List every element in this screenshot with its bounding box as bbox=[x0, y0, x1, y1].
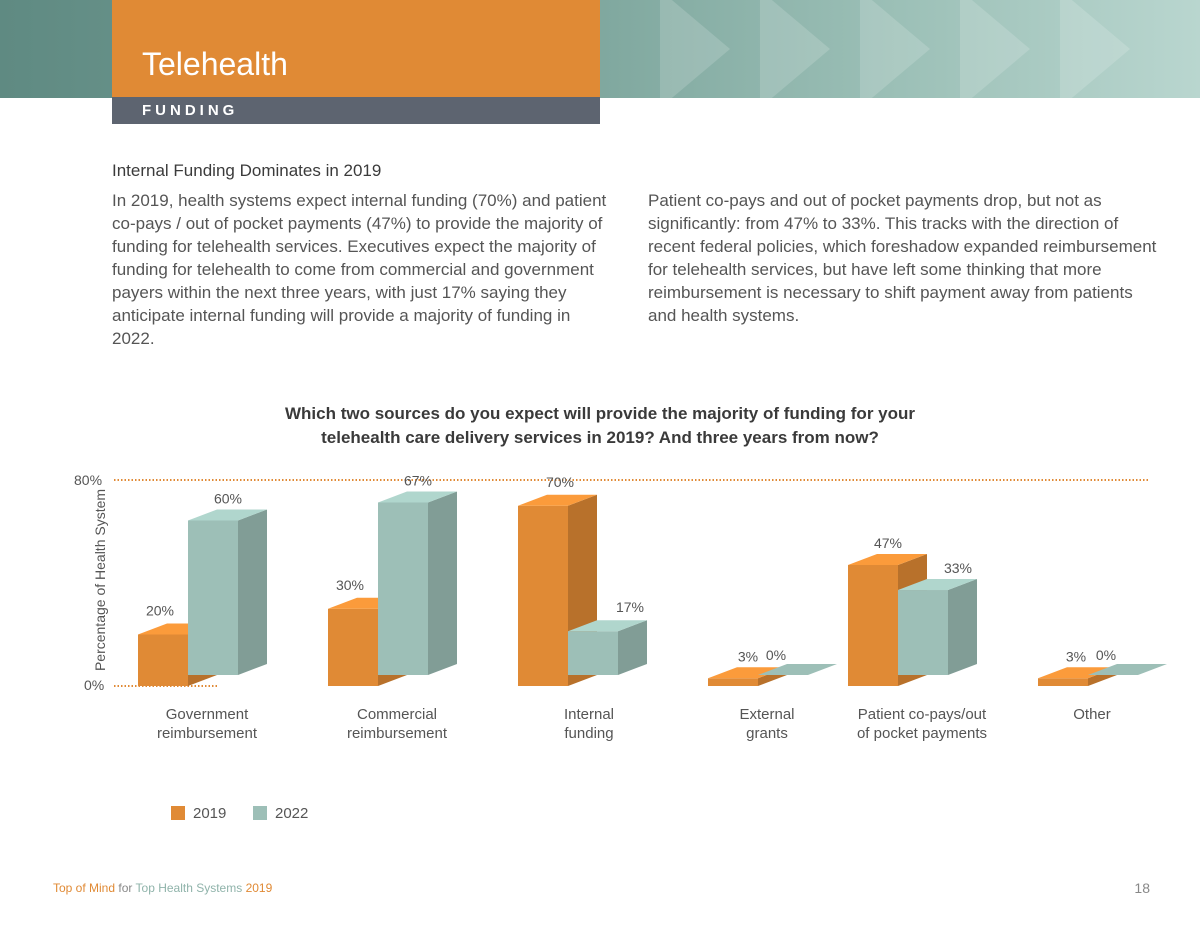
chevron-decoration bbox=[760, 0, 830, 98]
bar-top bbox=[378, 491, 457, 503]
bar-side bbox=[428, 491, 457, 675]
footer-publication: Top Health Systems bbox=[135, 881, 243, 895]
bar-side bbox=[948, 579, 977, 675]
data-label: 0% bbox=[766, 647, 786, 663]
bar-top bbox=[848, 553, 927, 565]
bar-side bbox=[238, 509, 267, 675]
bar-front bbox=[138, 634, 188, 686]
bar-top bbox=[708, 667, 787, 679]
bar-front bbox=[708, 678, 758, 686]
data-label: 17% bbox=[616, 599, 644, 615]
legend-label: 2022 bbox=[275, 804, 309, 822]
footer-text: Top of Mind for Top Health Systems 2019 bbox=[53, 881, 272, 895]
section-bar: FUNDING bbox=[112, 97, 600, 124]
footer-brand: Top of Mind bbox=[53, 881, 116, 895]
data-label: 60% bbox=[214, 491, 242, 507]
bar-front bbox=[898, 590, 948, 675]
legend-swatch bbox=[253, 806, 267, 820]
footer-connector: for bbox=[115, 881, 136, 895]
data-label: 3% bbox=[738, 648, 758, 664]
bar-top bbox=[898, 579, 977, 591]
bar-front bbox=[188, 520, 238, 675]
bar-front bbox=[518, 505, 568, 686]
x-tick-label: Other bbox=[1073, 706, 1111, 723]
title-box: Telehealth bbox=[112, 0, 600, 97]
bar-top bbox=[518, 494, 597, 506]
article-paragraph-1: In 2019, health systems expect internal … bbox=[112, 191, 607, 348]
bar-front bbox=[328, 608, 378, 686]
bar-top bbox=[1038, 667, 1117, 679]
y-tick-label: 0% bbox=[84, 677, 105, 693]
x-tick-label: Internal funding bbox=[563, 706, 615, 742]
legend-item-2019: 2019 bbox=[171, 803, 226, 823]
data-label: 67% bbox=[404, 472, 432, 488]
bar-front bbox=[1038, 678, 1088, 686]
data-label: 33% bbox=[944, 560, 972, 576]
bar-front bbox=[568, 631, 618, 675]
x-tick-label: Commercial reimbursement bbox=[346, 706, 448, 742]
data-label: 47% bbox=[874, 535, 902, 551]
legend-swatch bbox=[171, 806, 185, 820]
chevron-decoration bbox=[1060, 0, 1130, 98]
data-label: 30% bbox=[336, 577, 364, 593]
chevron-decoration bbox=[960, 0, 1030, 98]
page-number: 18 bbox=[1134, 880, 1150, 896]
article-heading: Internal Funding Dominates in 2019 bbox=[112, 161, 382, 180]
data-label: 0% bbox=[1096, 647, 1116, 663]
bar-top bbox=[188, 509, 267, 521]
section-label: FUNDING bbox=[142, 102, 239, 119]
bar-top bbox=[1088, 664, 1167, 675]
x-tick-label: Government reimbursement bbox=[156, 706, 258, 742]
bar-front bbox=[848, 564, 898, 686]
footer-year: 2019 bbox=[242, 881, 273, 895]
x-tick-label: External grants bbox=[739, 706, 795, 742]
chevron-decoration bbox=[860, 0, 930, 98]
bar-top bbox=[568, 620, 647, 632]
legend-label: 2019 bbox=[193, 804, 227, 822]
data-label: 3% bbox=[1066, 648, 1086, 664]
data-label: 20% bbox=[146, 603, 174, 619]
y-tick-label: 80% bbox=[74, 472, 103, 488]
bar-front bbox=[378, 502, 428, 675]
article-paragraph-2: Patient co-pays and out of pocket paymen… bbox=[648, 191, 1157, 325]
page-title: Telehealth bbox=[142, 46, 288, 82]
chevron-decoration bbox=[660, 0, 730, 98]
legend-item-2022: 2022 bbox=[253, 803, 308, 823]
x-tick-label: Patient co-pays/out of pocket payments bbox=[856, 706, 988, 742]
data-label: 70% bbox=[546, 474, 574, 490]
chart-title: Which two sources do you expect will pro… bbox=[285, 404, 915, 447]
bar-top bbox=[758, 664, 837, 675]
bar-side bbox=[618, 620, 647, 675]
